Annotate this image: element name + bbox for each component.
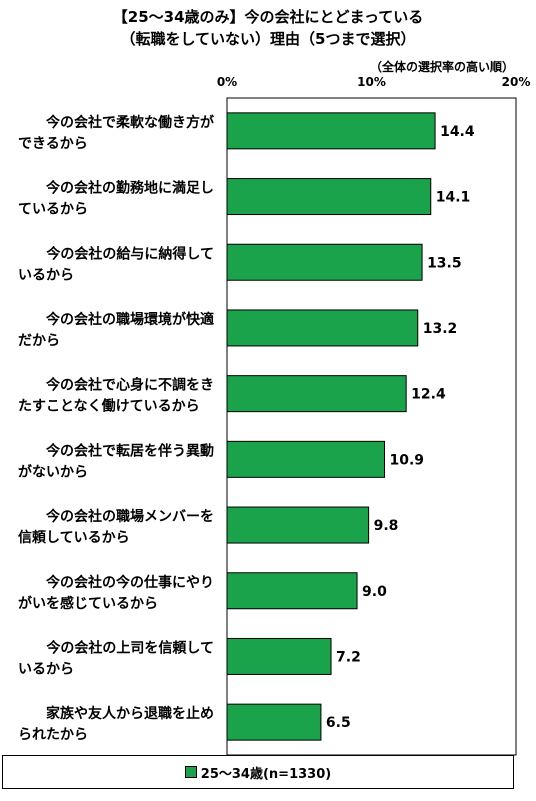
x-tick-label: 0%: [217, 75, 237, 89]
category-label: 今の会社で柔軟な働き方ができるから: [18, 114, 215, 152]
sort-note: （全体の選択率の高い順）: [369, 60, 514, 74]
bar: [226, 243, 423, 281]
chart-title-line1: 【25～34歳のみ】今の会社にとどまっている: [112, 8, 424, 26]
category-label: 今の会社の職場環境が快適だから: [18, 311, 214, 349]
category-label: 家族や友人から退職を止められたから: [18, 705, 214, 743]
bar: [226, 375, 407, 413]
x-tick-label: 10%: [357, 75, 386, 89]
category-label: 今の会社の職場メンバーを信頼しているから: [18, 508, 214, 546]
category-label: 今の会社の上司を信頼しているから: [18, 639, 214, 677]
bar: [226, 506, 370, 544]
value-label: 10.9: [390, 452, 425, 468]
bar: [226, 703, 322, 741]
category-label: 今の会社で転居を伴う異動がないから: [18, 442, 214, 480]
legend-label: 25～34歳(n=1330): [200, 766, 332, 782]
value-label: 9.8: [374, 518, 399, 534]
bar: [226, 440, 386, 478]
value-label: 14.1: [436, 190, 471, 206]
x-tick-label: 20%: [502, 75, 531, 89]
value-label: 7.2: [336, 649, 361, 665]
bar: [226, 637, 332, 675]
category-label: 今の会社の今の仕事にやりがいを感じているから: [18, 574, 214, 612]
legend: 25～34歳(n=1330): [2, 755, 514, 789]
category-label: 今の会社の給与に納得しているから: [18, 245, 214, 283]
value-label: 9.0: [362, 584, 387, 600]
value-label: 14.4: [440, 124, 475, 140]
category-label: 今の会社で心身に不調をきたすことなく働けているから: [18, 377, 214, 415]
bar: [226, 178, 432, 216]
bar: [226, 309, 419, 347]
bar: [226, 572, 358, 610]
bar: [226, 112, 436, 150]
chart-title-line2: （転職をしていない）理由（5つまで選択）: [120, 30, 416, 48]
value-label: 13.5: [427, 255, 462, 271]
value-label: 6.5: [326, 715, 351, 731]
legend-swatch: [184, 766, 197, 778]
value-label: 13.2: [423, 321, 458, 337]
value-label: 12.4: [411, 387, 446, 403]
category-label: 今の会社の勤務地に満足しているから: [18, 180, 214, 218]
